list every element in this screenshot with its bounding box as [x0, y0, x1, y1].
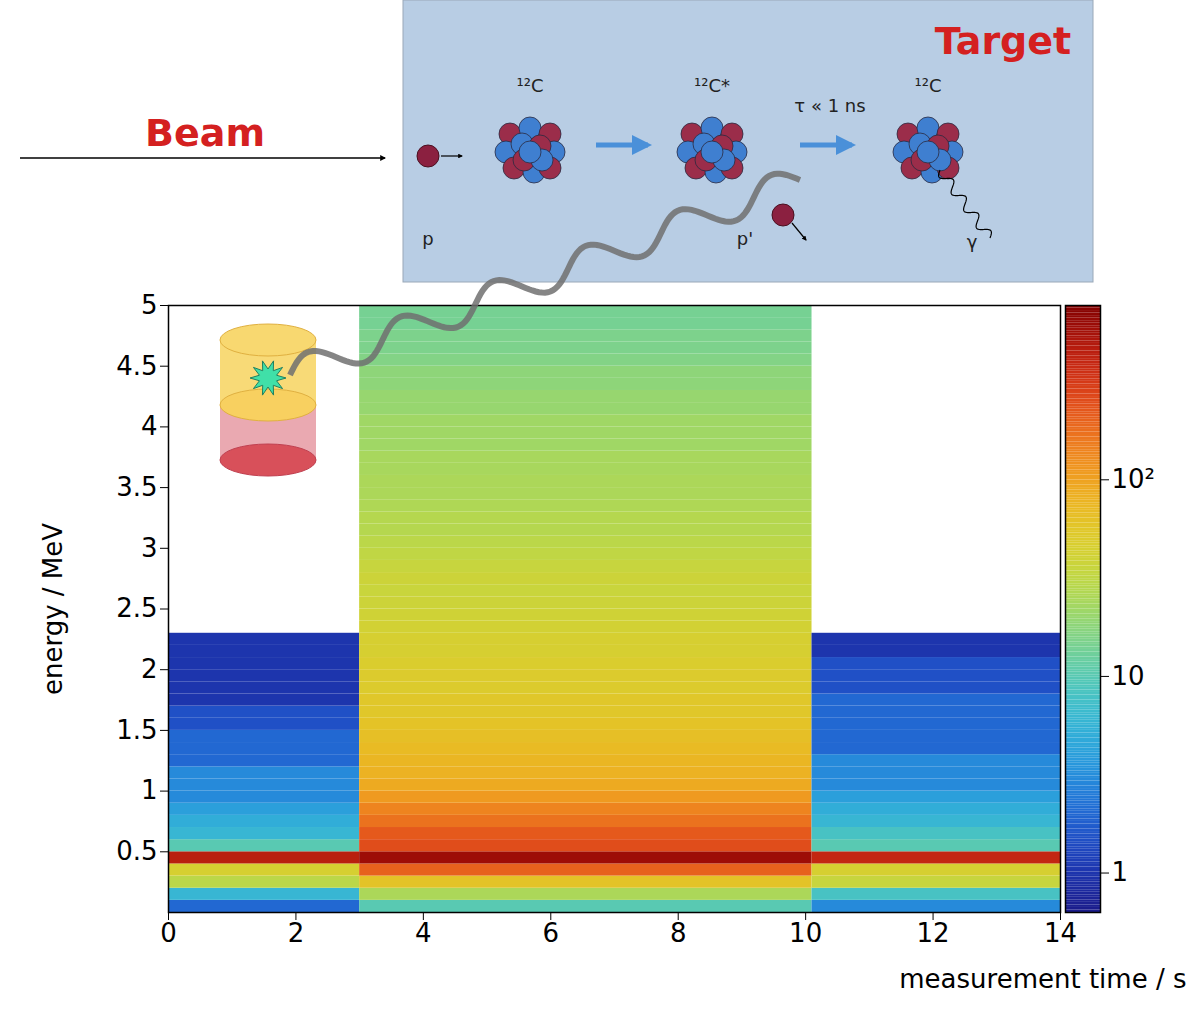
- svg-text:4.5: 4.5: [116, 351, 157, 381]
- svg-text:2: 2: [141, 654, 158, 684]
- svg-text:Target: Target: [935, 19, 1072, 63]
- svg-text:1.5: 1.5: [116, 715, 157, 745]
- svg-text:10: 10: [789, 918, 822, 948]
- svg-text:energy / MeV: energy / MeV: [38, 523, 68, 695]
- svg-text:Beam: Beam: [145, 111, 265, 155]
- svg-text:p': p': [737, 228, 753, 249]
- svg-text:5: 5: [141, 290, 158, 320]
- svg-text:¹²C*: ¹²C*: [694, 75, 730, 96]
- svg-text:8: 8: [670, 918, 687, 948]
- svg-text:4: 4: [415, 918, 432, 948]
- svg-text:1: 1: [1112, 857, 1129, 887]
- svg-text:10²: 10²: [1112, 464, 1156, 494]
- svg-text:3.5: 3.5: [116, 472, 157, 502]
- svg-text:0: 0: [160, 918, 177, 948]
- svg-text:14: 14: [1044, 918, 1077, 948]
- svg-text:τ « 1 ns: τ « 1 ns: [794, 95, 865, 116]
- svg-text:10: 10: [1112, 661, 1145, 691]
- svg-text:12: 12: [917, 918, 950, 948]
- svg-text:2: 2: [288, 918, 305, 948]
- svg-text:6: 6: [543, 918, 560, 948]
- svg-text:2.5: 2.5: [116, 593, 157, 623]
- svg-text:1: 1: [141, 775, 158, 805]
- svg-text:¹²C: ¹²C: [915, 75, 942, 96]
- svg-text:γ: γ: [967, 231, 978, 252]
- svg-text:4: 4: [141, 411, 158, 441]
- svg-text:¹²C: ¹²C: [517, 75, 544, 96]
- svg-text:p: p: [422, 228, 433, 249]
- svg-text:0.5: 0.5: [116, 836, 157, 866]
- svg-text:measurement time / s: measurement time / s: [899, 964, 1186, 994]
- svg-text:3: 3: [141, 533, 158, 563]
